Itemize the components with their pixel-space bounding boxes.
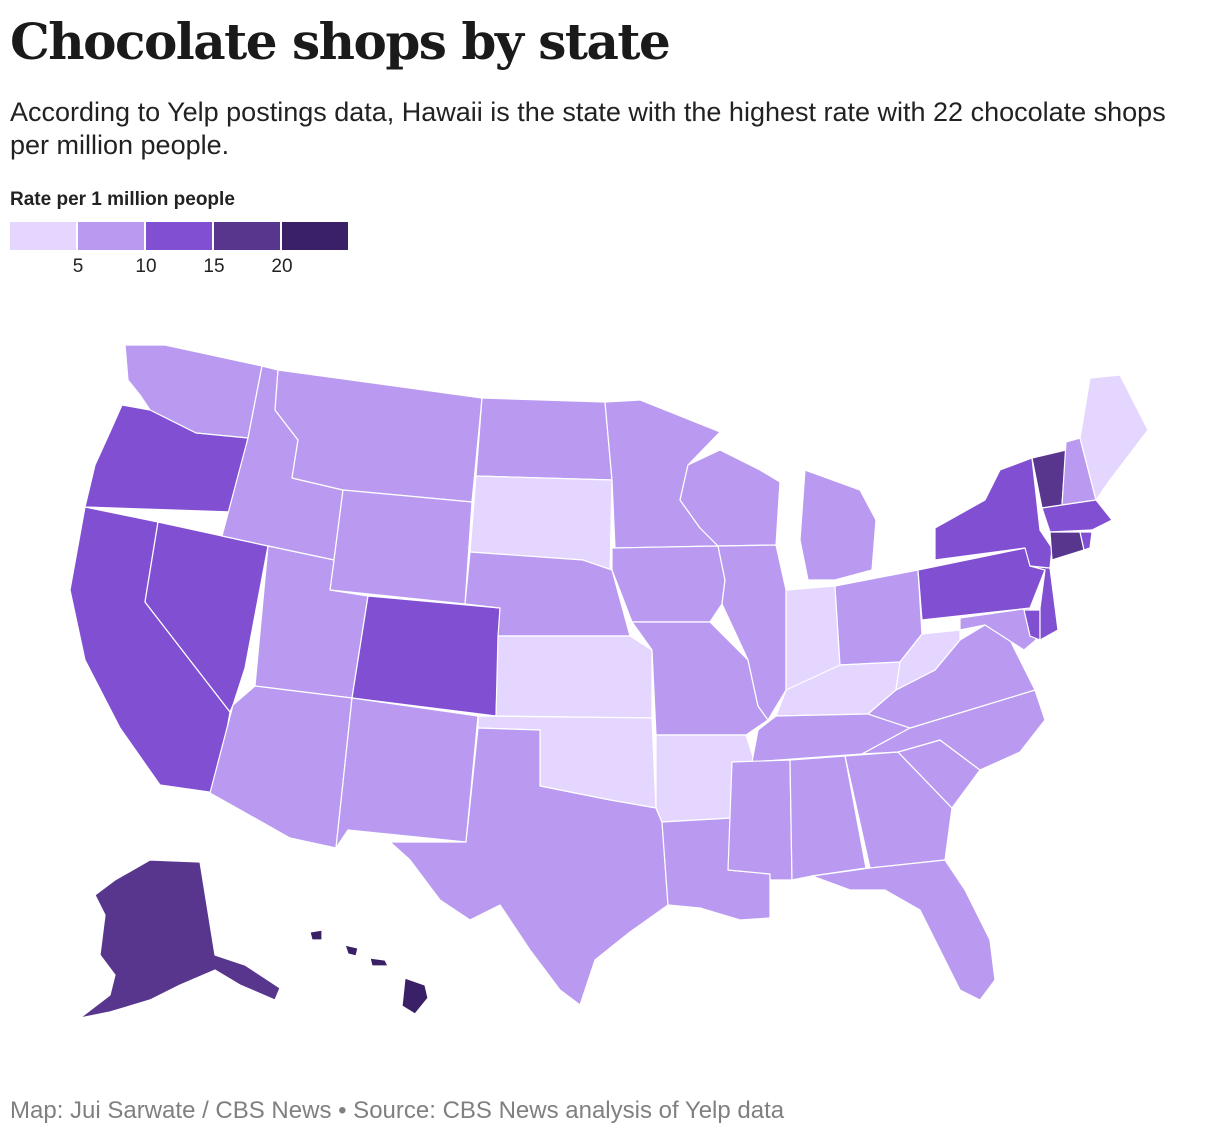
state-florida <box>811 859 996 1001</box>
state-new-mexico <box>335 697 479 849</box>
state-wyoming <box>329 489 473 605</box>
state-hawaii <box>309 929 429 1015</box>
legend-title: Rate per 1 million people <box>10 189 235 210</box>
state-connecticut <box>1049 531 1085 561</box>
legend-tick: 20 <box>271 256 293 277</box>
state-iowa <box>611 545 726 623</box>
state-west-virginia <box>895 629 961 691</box>
state-kansas <box>495 635 653 719</box>
legend-tick: 5 <box>72 256 84 277</box>
legend-swatch-0-5 <box>10 222 76 250</box>
us-choropleth-map <box>69 344 1149 1019</box>
state-rhode-island <box>1079 531 1093 551</box>
legend-swatch-10-15 <box>146 222 212 250</box>
legend-tick: 10 <box>135 256 157 277</box>
state-texas <box>389 727 669 1006</box>
state-michigan <box>799 469 877 581</box>
state-arizona <box>209 685 353 849</box>
legend-tick: 15 <box>203 256 225 277</box>
state-mississippi <box>727 759 793 881</box>
state-alaska <box>79 859 281 1019</box>
legend-swatch-20-25 <box>282 222 348 250</box>
states-layer <box>69 344 1149 1019</box>
state-illinois <box>717 544 787 721</box>
source-footer: Map: Jui Sarwate / CBS News • Source: CB… <box>10 1097 785 1124</box>
legend-color-scale <box>10 222 348 250</box>
legend-swatch-15-20 <box>214 222 280 250</box>
state-north-dakota <box>475 397 613 481</box>
state-colorado <box>351 595 501 717</box>
legend-swatch-5-10 <box>78 222 144 250</box>
chart-subtitle: According to Yelp postings data, Hawaii … <box>10 97 1166 160</box>
state-north-carolina <box>861 689 1046 771</box>
chart-title: Chocolate shops by state <box>10 12 671 71</box>
state-pennsylvania <box>917 547 1046 621</box>
state-new-york <box>934 457 1053 569</box>
